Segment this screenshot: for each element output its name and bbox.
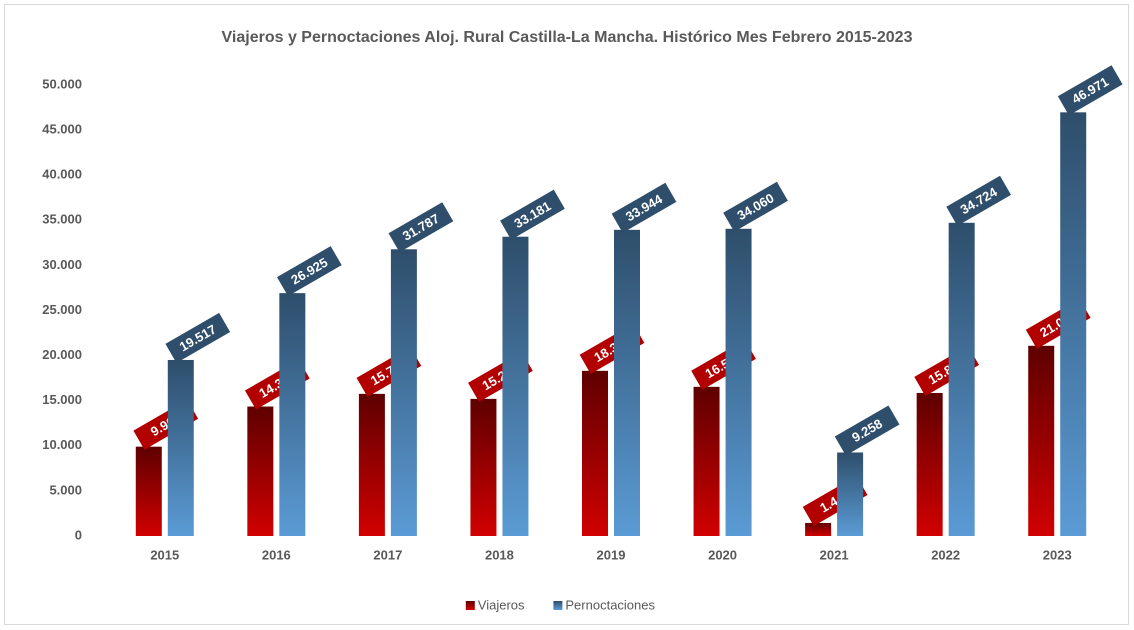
- bar: [279, 293, 306, 536]
- y-tick-label: 0: [75, 527, 82, 542]
- data-label-box: [165, 312, 231, 363]
- bar: [167, 359, 194, 536]
- x-tick-label: 2023: [1043, 547, 1072, 562]
- legend-swatch: [553, 601, 563, 610]
- bar: [390, 249, 417, 537]
- x-tick-label: 2021: [820, 547, 849, 562]
- x-tick-label: 2018: [485, 547, 514, 562]
- data-label-box: [1057, 65, 1123, 116]
- bar: [916, 392, 943, 536]
- data-label-box: [834, 405, 900, 456]
- y-tick-label: 15.000: [42, 392, 82, 407]
- data-label-box: [946, 175, 1012, 226]
- bar: [805, 522, 832, 536]
- data-label-box: [723, 181, 788, 232]
- bar: [1028, 345, 1055, 536]
- x-tick-label: 2017: [373, 547, 402, 562]
- y-tick-label: 20.000: [42, 347, 82, 362]
- bar: [837, 452, 864, 536]
- data-label-box: [276, 246, 342, 297]
- legend-label: Pernoctaciones: [565, 597, 655, 612]
- y-tick-label: 45.000: [42, 122, 82, 137]
- data-label-box: [500, 189, 565, 240]
- bar: [358, 393, 385, 536]
- data-label-box: [388, 202, 454, 253]
- legend-swatch: [465, 601, 475, 610]
- y-tick-label: 50.000: [42, 76, 82, 91]
- chart-title: Viajeros y Pernoctaciones Aloj. Rural Ca…: [222, 29, 913, 46]
- y-tick-label: 30.000: [42, 257, 82, 272]
- y-tick-label: 35.000: [42, 212, 82, 227]
- bar: [135, 446, 162, 536]
- x-tick-label: 2020: [708, 547, 737, 562]
- bar: [693, 386, 720, 536]
- bar: [470, 398, 497, 536]
- bar: [614, 229, 640, 536]
- x-tick-label: 2022: [931, 547, 960, 562]
- bar: [582, 370, 608, 536]
- y-tick-label: 10.000: [42, 437, 82, 452]
- data-label: 33.944: [611, 182, 677, 233]
- data-label-box: [611, 182, 677, 233]
- y-tick-label: 40.000: [42, 167, 82, 182]
- bar: [502, 236, 529, 536]
- bar: [247, 406, 274, 536]
- bar: [1060, 112, 1087, 536]
- bar: [725, 228, 752, 536]
- y-tick-label: 25.000: [42, 302, 82, 317]
- x-tick-label: 2015: [150, 547, 179, 562]
- x-tick-label: 2019: [597, 547, 626, 562]
- legend-label: Viajeros: [478, 597, 525, 612]
- y-tick-label: 5.000: [49, 482, 82, 497]
- bar: [948, 222, 975, 536]
- x-tick-label: 2016: [262, 547, 291, 562]
